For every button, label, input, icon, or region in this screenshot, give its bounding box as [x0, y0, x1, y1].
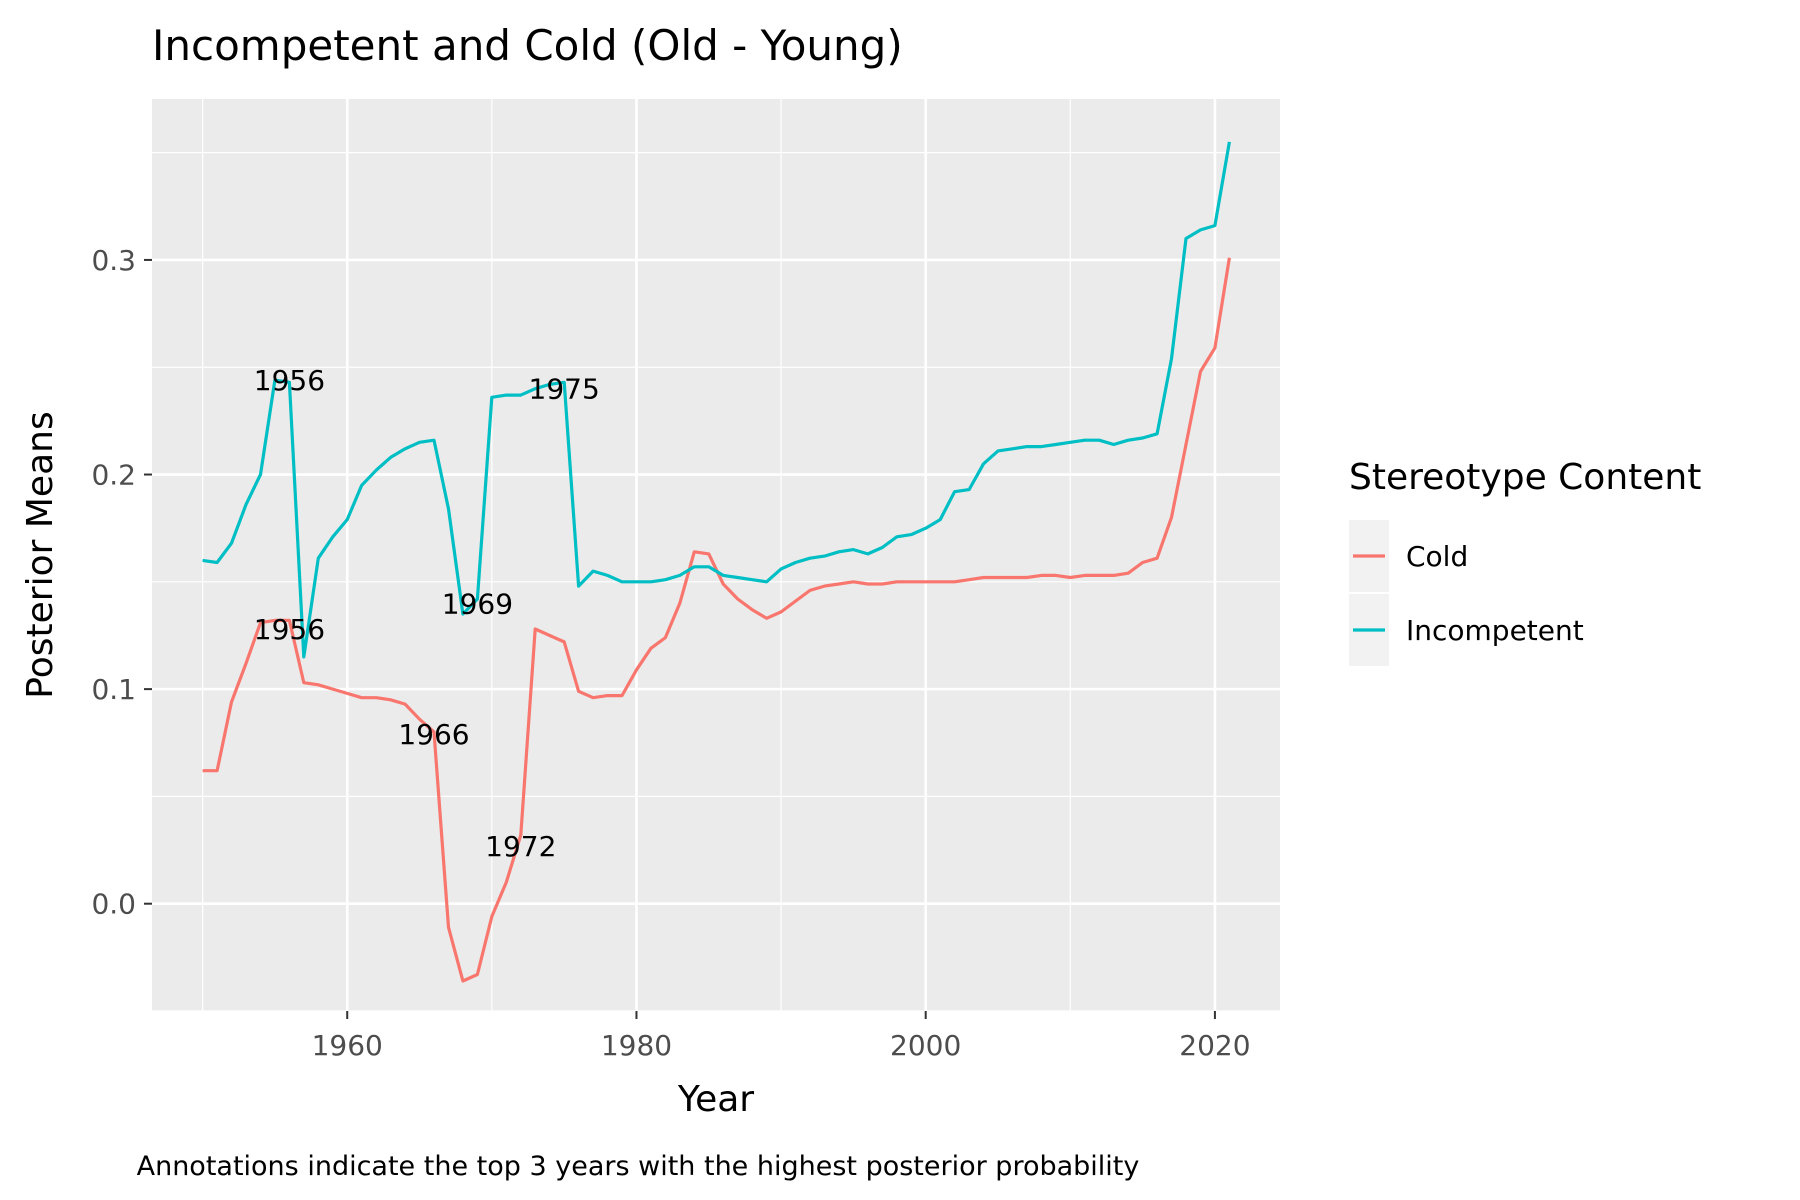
legend: Stereotype Content Cold Incompetent: [1349, 457, 1701, 666]
y-tick-label: 0.2: [91, 459, 136, 492]
legend-label-incompetent: Incompetent: [1406, 614, 1584, 647]
series-line-incompetent: [202, 141, 1231, 659]
chart-caption: Annotations indicate the top 3 years wit…: [137, 1151, 1140, 1182]
legend-label-cold: Cold: [1406, 540, 1468, 573]
plot-panel: [152, 99, 1280, 1011]
annotation-label: 1956: [254, 364, 325, 397]
annotation-label: 1975: [529, 373, 600, 406]
legend-title: Stereotype Content: [1349, 457, 1701, 498]
annotation-label: 1969: [442, 587, 513, 620]
grid-minor: [152, 99, 1280, 1012]
y-axis-title: Posterior Means: [20, 411, 61, 698]
y-axis-ticks: 0.0 0.1 0.2 0.3: [91, 244, 152, 921]
y-tick-label: 0.3: [91, 244, 136, 277]
x-axis-ticks: 1960 1980 2000 2020: [312, 1011, 1251, 1062]
series-line-cold: [202, 257, 1231, 983]
annotation-label: 1972: [485, 830, 556, 863]
y-tick-label: 0.0: [91, 888, 136, 921]
grid-major: [152, 99, 1280, 1011]
y-tick-label: 0.1: [91, 673, 136, 706]
annotation-layer: 1956 1975 1956 1969 1966 1972: [254, 364, 600, 863]
x-tick-label: 2020: [1179, 1029, 1250, 1062]
x-tick-label: 1960: [312, 1029, 383, 1062]
legend-items: Cold Incompetent: [1349, 520, 1584, 666]
chart-title: Incompetent and Cold (Old - Young): [152, 21, 903, 70]
series-layer: [202, 141, 1231, 983]
annotation-label: 1956: [254, 613, 325, 646]
annotation-label: 1966: [398, 718, 469, 751]
x-axis-title: Year: [677, 1079, 754, 1120]
x-tick-label: 1980: [601, 1029, 672, 1062]
x-tick-label: 2000: [890, 1029, 961, 1062]
